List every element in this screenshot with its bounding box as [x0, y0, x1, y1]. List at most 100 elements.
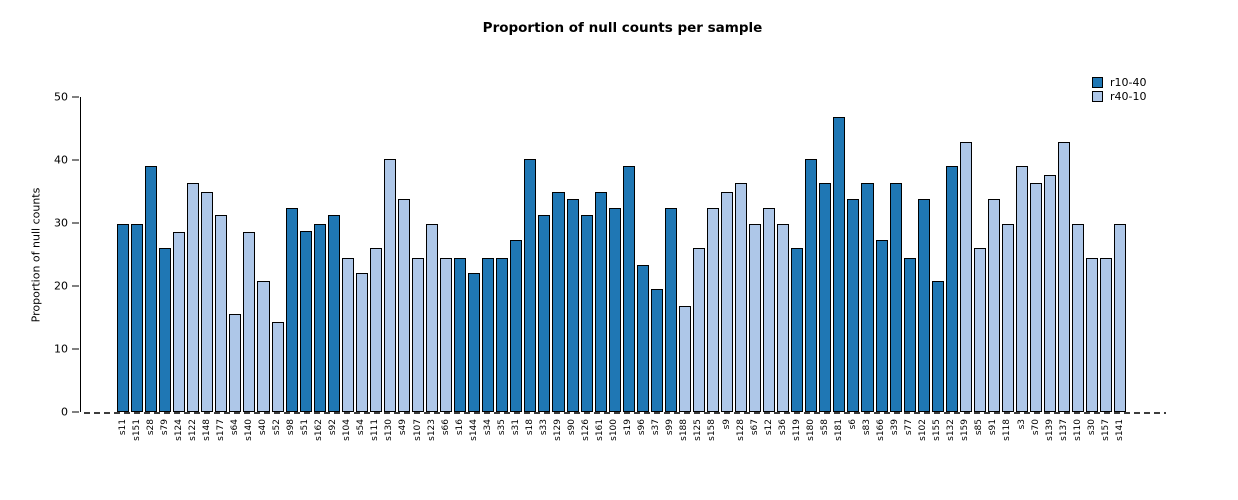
x-tick-cell: s90	[567, 419, 579, 477]
x-tick-cell: s35	[496, 419, 508, 477]
x-tick-cell: s40	[257, 419, 269, 477]
bar-s35	[496, 257, 509, 412]
x-tick-cell: s33	[538, 419, 550, 477]
x-tick-label-s119: s119	[791, 419, 802, 441]
x-tick-label-s118: s118	[1002, 419, 1013, 441]
bar-s30	[1086, 257, 1099, 412]
bar-s132	[945, 166, 958, 412]
x-tick-label-s104: s104	[342, 419, 353, 441]
x-tick-label-s157: s157	[1100, 419, 1111, 441]
x-tick-cell: s159	[960, 419, 972, 477]
x-tick-label-s58: s58	[819, 419, 830, 436]
bar-s3	[1016, 166, 1029, 412]
bar-s31	[510, 240, 523, 412]
bar-s155	[931, 280, 944, 412]
x-tick-cell: s155	[932, 419, 944, 477]
x-tick-label-s34: s34	[482, 419, 493, 436]
legend-swatch-r40-10	[1092, 91, 1103, 102]
bar-s77	[903, 257, 916, 412]
x-tick-cell: s130	[384, 419, 396, 477]
bar-s151	[131, 224, 144, 412]
x-tick-cell: s126	[581, 419, 593, 477]
x-tick-label-s155: s155	[932, 419, 943, 441]
bar-s188	[678, 306, 691, 412]
x-tick-label-s28: s28	[145, 419, 156, 436]
x-tick-label-s49: s49	[398, 419, 409, 436]
bar-s148	[201, 191, 214, 412]
x-tick-label-s102: s102	[918, 419, 929, 441]
x-tick-cell: s129	[552, 419, 564, 477]
x-tick-cell: s166	[876, 419, 888, 477]
x-tick-label-s91: s91	[988, 419, 999, 436]
y-tick-mark	[72, 159, 79, 161]
y-tick-label: 50	[54, 90, 68, 104]
y-tick-mark	[72, 96, 79, 98]
x-tick-label-s107: s107	[412, 419, 423, 441]
bar-s36	[777, 224, 790, 412]
x-tick-cell: s162	[314, 419, 326, 477]
bar-s180	[805, 158, 818, 412]
bar-s9	[721, 191, 734, 412]
bar-s166	[875, 240, 888, 412]
x-tick-cell: s9	[721, 419, 733, 477]
x-tick-label-s6: s6	[847, 419, 858, 430]
x-tick-cell: s107	[412, 419, 424, 477]
x-tick-label-s85: s85	[974, 419, 985, 436]
bar-s141	[1114, 224, 1127, 412]
bar-s19	[622, 166, 635, 412]
x-tick-label-s122: s122	[187, 419, 198, 441]
x-tick-cell: s12	[763, 419, 775, 477]
x-tick-label-s151: s151	[131, 419, 142, 441]
x-tick-label-s79: s79	[159, 419, 170, 436]
x-tick-cell: s67	[749, 419, 761, 477]
bar-s40	[257, 280, 270, 412]
bar-s18	[524, 159, 537, 412]
x-tick-cell: s102	[918, 419, 930, 477]
x-tick-label-s110: s110	[1072, 419, 1083, 441]
x-tick-cell: s148	[201, 419, 213, 477]
x-tick-label-s36: s36	[777, 419, 788, 436]
x-tick-label-s137: s137	[1058, 419, 1069, 441]
x-tick-label-s3: s3	[1016, 419, 1027, 430]
x-tick-label-s39: s39	[890, 419, 901, 436]
x-tick-cell: s124	[173, 419, 185, 477]
bar-s85	[973, 248, 986, 412]
bar-s92	[327, 215, 340, 412]
x-tick-label-s83: s83	[862, 419, 872, 436]
x-tick-cell: s54	[356, 419, 368, 477]
x-tick-label-s99: s99	[665, 419, 676, 436]
zero-baseline	[84, 411, 1166, 414]
y-tick-label: 40	[54, 153, 68, 167]
x-tick-cell: s52	[272, 419, 284, 477]
x-tick-cell: s92	[328, 419, 340, 477]
x-tick-label-s19: s19	[623, 419, 634, 436]
bar-s161	[594, 191, 607, 412]
x-tick-cell: s110	[1072, 419, 1084, 477]
x-tick-cell: s31	[510, 419, 522, 477]
x-tick-label-s158: s158	[707, 419, 718, 441]
x-tick-label-s31: s31	[510, 419, 521, 436]
x-tick-cell: s137	[1058, 419, 1070, 477]
bar-s107	[411, 257, 425, 412]
x-tick-label-s98: s98	[286, 419, 297, 436]
y-tick-40: 40	[13, 155, 79, 166]
y-tick-mark	[72, 222, 79, 224]
x-tick-cell: s132	[946, 419, 958, 477]
x-tick-label-s177: s177	[215, 419, 226, 441]
x-tick-label-s12: s12	[763, 419, 774, 436]
x-tick-cell: s49	[398, 419, 410, 477]
x-tick-label-s139: s139	[1044, 419, 1055, 441]
x-tick-label-s181: s181	[833, 419, 844, 441]
y-tick-0: 0	[13, 407, 79, 418]
x-tick-label-s67: s67	[749, 419, 760, 436]
x-tick-label-s159: s159	[960, 419, 971, 441]
legend-label-r40-10: r40-10	[1110, 90, 1147, 103]
bar-s177	[215, 215, 228, 412]
x-tick-cell: s83	[861, 419, 873, 477]
x-tick-label-s100: s100	[609, 419, 620, 441]
x-tick-label-s144: s144	[468, 419, 479, 441]
bar-s49	[397, 199, 410, 412]
bar-s70	[1030, 182, 1043, 412]
bar-s140	[243, 232, 256, 412]
bar-s67	[749, 224, 762, 412]
